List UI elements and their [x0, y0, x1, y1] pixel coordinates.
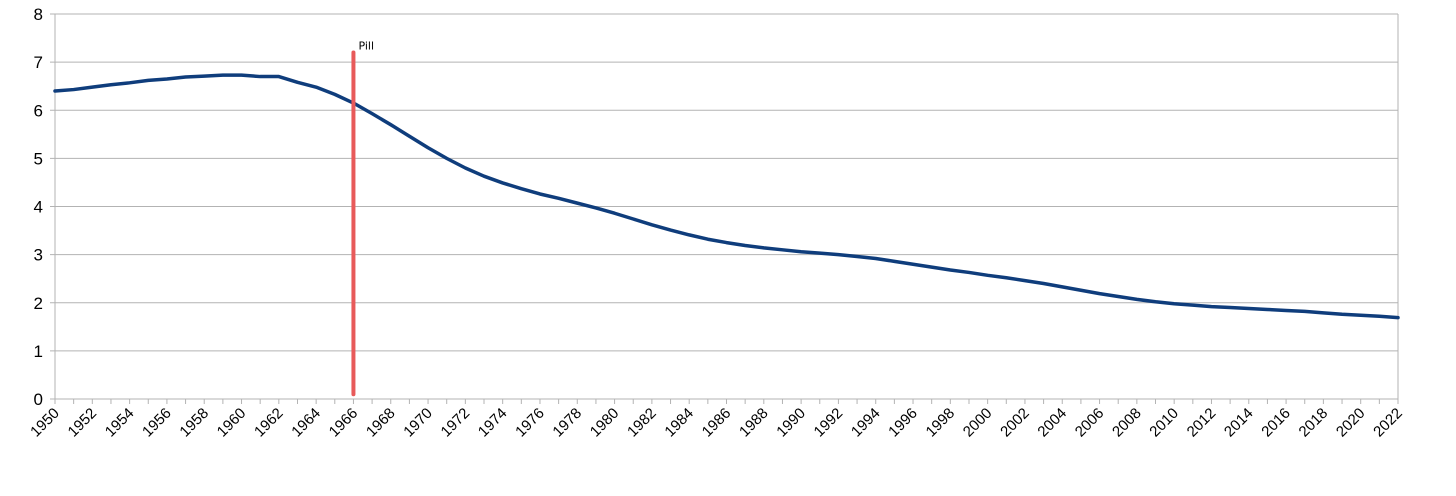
x-axis-ticks: 1950 1952 1954 1956 1958 1960 1962 1964 1966 1968… — [27, 405, 1406, 441]
x-tick-label: 1994 — [848, 405, 884, 441]
x-tick-label: 1992 — [811, 405, 847, 441]
y-tick-label: 5 — [34, 149, 43, 168]
series-group — [53, 73, 1400, 320]
x-tick-label: 1976 — [512, 405, 548, 441]
y-tick-label: 3 — [34, 246, 43, 265]
x-tick-label: 1978 — [549, 405, 585, 441]
x-tick-label: 1966 — [326, 405, 362, 441]
x-tick-label: 2014 — [1221, 405, 1257, 441]
x-tick-label: 2002 — [997, 405, 1033, 441]
y-tick-label: 1 — [34, 342, 43, 361]
x-tick-label: 1960 — [214, 405, 250, 441]
x-tick-label: 2006 — [1072, 405, 1108, 441]
x-tick-label: 2004 — [1034, 405, 1070, 441]
y-tick-label: 4 — [34, 198, 43, 217]
grid-lines — [55, 13, 1398, 352]
x-tick-label: 1962 — [251, 405, 287, 441]
x-tick-label: 2020 — [1333, 405, 1369, 441]
y-tick-label: 0 — [34, 390, 43, 409]
axes — [50, 13, 1399, 404]
x-tick-label: 1954 — [102, 405, 138, 441]
x-tick-label: 1988 — [736, 405, 772, 441]
x-tick-label: 1952 — [65, 405, 101, 441]
x-tick-label: 2016 — [1258, 405, 1294, 441]
x-tick-label: 1990 — [773, 405, 809, 441]
x-tick-label: 1968 — [363, 405, 399, 441]
x-tick-label: 2008 — [1109, 405, 1145, 441]
x-tick-label: 1958 — [176, 405, 212, 441]
x-tick-label: 1984 — [661, 405, 697, 441]
x-tick-label: 2018 — [1296, 405, 1332, 441]
x-tick-label: 1950 — [27, 405, 63, 441]
x-tick-label: 1972 — [438, 405, 474, 441]
y-tick-label: 6 — [34, 101, 43, 120]
annotation-label: Pill — [358, 40, 374, 53]
x-tick-label: 1996 — [885, 405, 921, 441]
x-tick-label: 1970 — [400, 405, 436, 441]
x-tick-label: 1964 — [288, 405, 324, 441]
x-tick-label: 2012 — [1184, 405, 1220, 441]
x-tick-label: 1998 — [923, 405, 959, 441]
x-tick-label: 1982 — [624, 405, 660, 441]
x-tick-label: 1986 — [699, 405, 735, 441]
y-tick-label: 7 — [34, 53, 43, 72]
annotations: Pill — [351, 40, 374, 397]
x-tick-label: 1974 — [475, 405, 511, 441]
x-tick-label: 2022 — [1370, 405, 1406, 441]
series-line-0 — [53, 73, 1400, 320]
x-tick-label: 2010 — [1146, 405, 1182, 441]
y-tick-label: 8 — [34, 5, 43, 24]
y-axis-ticks: 0 1 2 3 4 5 6 7 8 — [34, 5, 43, 409]
x-tick-label: 1956 — [139, 405, 175, 441]
y-tick-label: 2 — [34, 294, 43, 313]
x-tick-label: 1980 — [587, 405, 623, 441]
x-tick-label: 2000 — [960, 405, 996, 441]
